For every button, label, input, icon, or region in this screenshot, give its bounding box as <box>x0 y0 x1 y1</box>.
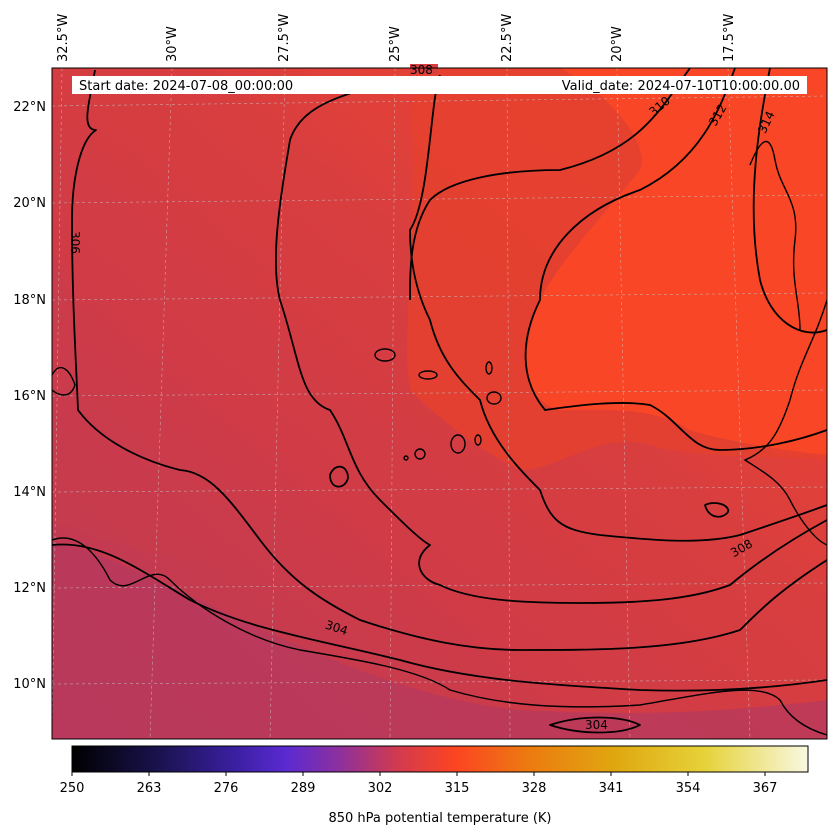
lon-label: 22.5°W <box>500 14 515 62</box>
colorbar-tick-label: 328 <box>522 781 547 796</box>
colorbar-label: 850 hPa potential temperature (K) <box>328 811 551 826</box>
lon-label: 27.5°W <box>277 14 292 62</box>
contour-304-south <box>549 716 641 734</box>
colorbar-tick-label: 315 <box>445 781 470 796</box>
lon-label: 32.5°W <box>56 14 71 62</box>
lat-label: 12°N <box>13 581 46 596</box>
contour-label: 304 <box>323 618 349 638</box>
map-frame <box>51 67 828 740</box>
isotherm-contours <box>52 68 827 734</box>
colorbar-tick-label: 302 <box>368 781 393 796</box>
island-brava <box>403 455 409 461</box>
longitude-labels: 32.5°W 30°W 27.5°W 25°W 22.5°W 20°W 17.5… <box>56 14 737 62</box>
lat-label: 18°N <box>13 293 46 308</box>
island-santo-antao <box>374 348 396 362</box>
lat-label: 16°N <box>13 389 46 404</box>
island-sao-nicolau <box>418 370 438 380</box>
island-maio <box>474 434 482 446</box>
contour-308 <box>409 74 827 542</box>
colorbar-tick-label: 263 <box>137 781 162 796</box>
contour-loop-east <box>704 502 729 518</box>
island-boa-vista <box>486 391 502 405</box>
contour-304 <box>52 543 827 692</box>
graticule <box>52 68 827 739</box>
contour-label: 308 <box>410 63 433 77</box>
contour-310 <box>409 68 691 301</box>
colorbar-tick-label: 276 <box>214 781 239 796</box>
colorbar-tick-label: 289 <box>291 781 316 796</box>
contour-312 <box>524 68 827 451</box>
lon-label: 20°W <box>610 26 625 62</box>
colorbar-tick-label: 250 <box>60 781 85 796</box>
lon-label: 25°W <box>388 26 403 62</box>
date-banner <box>72 76 807 94</box>
contour-306-west <box>71 69 827 651</box>
lat-label: 22°N <box>13 100 46 115</box>
lon-label: 30°W <box>165 26 180 62</box>
colorbar-tick-label: 341 <box>599 781 624 796</box>
coastlines <box>52 140 827 736</box>
lat-label: 10°N <box>13 677 46 692</box>
contour-label: 304 <box>585 718 608 732</box>
lat-label: 20°N <box>13 196 46 211</box>
south-coast <box>52 537 827 736</box>
contour-314 <box>752 68 827 334</box>
african-coast <box>743 299 827 546</box>
contour-306-inner <box>274 89 827 604</box>
valid-date-label: Valid_date: 2024-07-10T10:00:00.00 <box>562 79 800 94</box>
northwest-coast <box>749 140 801 331</box>
lat-label: 14°N <box>13 485 46 500</box>
contour-loop-small <box>329 465 349 488</box>
temperature-field <box>52 68 827 739</box>
colorbar-tick-label: 367 <box>753 781 778 796</box>
colorbar-ticks: 250 263 276 289 302 315 328 341 354 367 <box>60 772 778 796</box>
latitude-labels: 22°N 20°N 18°N 16°N 14°N 12°N 10°N <box>13 100 46 692</box>
island-santiago <box>450 434 466 454</box>
contour-loop-west <box>52 366 76 396</box>
contour-label: 306 <box>68 231 82 254</box>
island-sal <box>485 361 493 375</box>
start-date-label: Start date: 2024-07-08_00:00:00 <box>79 79 293 94</box>
lon-label: 17.5°W <box>722 14 737 62</box>
island-fogo <box>414 448 426 460</box>
colorbar-tick-label: 354 <box>676 781 701 796</box>
colorbar <box>71 745 809 773</box>
